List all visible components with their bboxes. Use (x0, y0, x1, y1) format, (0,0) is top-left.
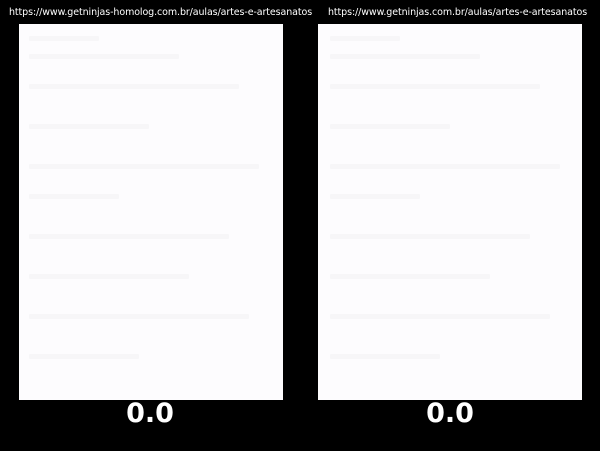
diff-score: 0.0 (300, 397, 600, 431)
page-screenshot (19, 24, 283, 400)
panel-url: https://www.getninjas.com.br/aulas/artes… (328, 7, 587, 18)
diff-score: 0.0 (0, 397, 300, 431)
panel-url: https://www.getninjas-homolog.com.br/aul… (9, 7, 312, 18)
panel-production: https://www.getninjas.com.br/aulas/artes… (300, 0, 600, 451)
panel-homolog: https://www.getninjas-homolog.com.br/aul… (0, 0, 300, 451)
page-screenshot (318, 24, 582, 400)
